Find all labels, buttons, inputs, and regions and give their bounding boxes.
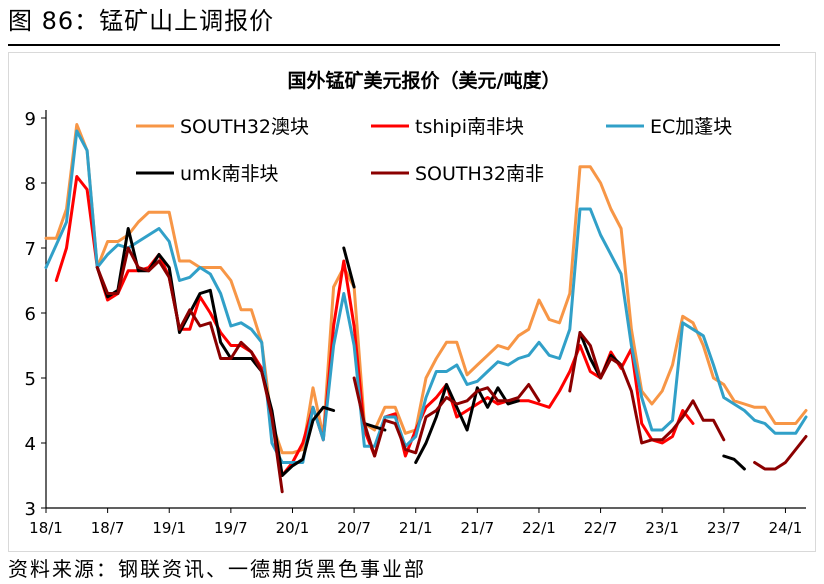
x-tick-label: 18/7 [91,519,125,537]
chart-title: 国外锰矿美元报价（美元/吨度） [288,69,561,92]
y-tick-label: 8 [25,174,36,195]
x-tick-label: 23/1 [645,519,679,537]
series-line-4 [753,435,808,471]
x-tick-label: 20/7 [337,519,371,537]
y-tick-label: 6 [25,304,36,325]
x-tick-label: 19/1 [152,519,186,537]
legend-label: EC加蓬块 [650,116,732,138]
x-tick-label: 22/7 [584,519,618,537]
figure-label: 图 86：锰矿山上调报价 [8,7,275,35]
x-tick-label: 21/7 [460,519,494,537]
y-tick-label: 3 [25,499,36,520]
series-line-4 [568,331,726,445]
title-rule [8,44,780,46]
y-tick-label: 5 [25,369,36,390]
y-tick-label: 7 [25,239,36,260]
legend-label: SOUTH32澳块 [180,116,309,138]
chart-frame [8,52,816,552]
series-line-4 [95,246,284,494]
legend: SOUTH32澳块 tshipi南非块 EC加蓬块 umk南非块 SOUTH32南非 [136,116,732,185]
x-tick-label: 22/1 [522,519,556,537]
legend-label: umk南非块 [180,163,279,185]
series-line-3 [95,227,336,477]
y-tick-label: 4 [25,434,36,455]
axes: 3 4 5 6 7 8 9 18/1 18/7 19/1 19/7 20/1 20/7 21/1 21/7 2… [25,109,806,537]
x-tick-label: 18/1 [29,519,63,537]
legend-label: SOUTH32南非 [415,163,544,185]
x-tick-label: 24/1 [769,519,803,537]
y-tick-label: 9 [25,109,36,130]
series-line-3 [342,246,356,289]
source-note: 资料来源：钢联资讯、一德期货黑色事业部 [8,557,426,581]
x-tick-label: 20/1 [276,519,310,537]
series-layer [44,123,808,494]
x-tick-label: 19/7 [214,519,248,537]
series-line-3 [722,454,746,471]
series-line-2 [44,129,808,464]
legend-label: tshipi南非块 [415,116,524,138]
series-line-0 [44,123,808,455]
x-tick-label: 23/7 [707,519,741,537]
series-line-3 [414,383,520,464]
x-tick-label: 21/1 [399,519,433,537]
series-line-4 [352,376,541,458]
